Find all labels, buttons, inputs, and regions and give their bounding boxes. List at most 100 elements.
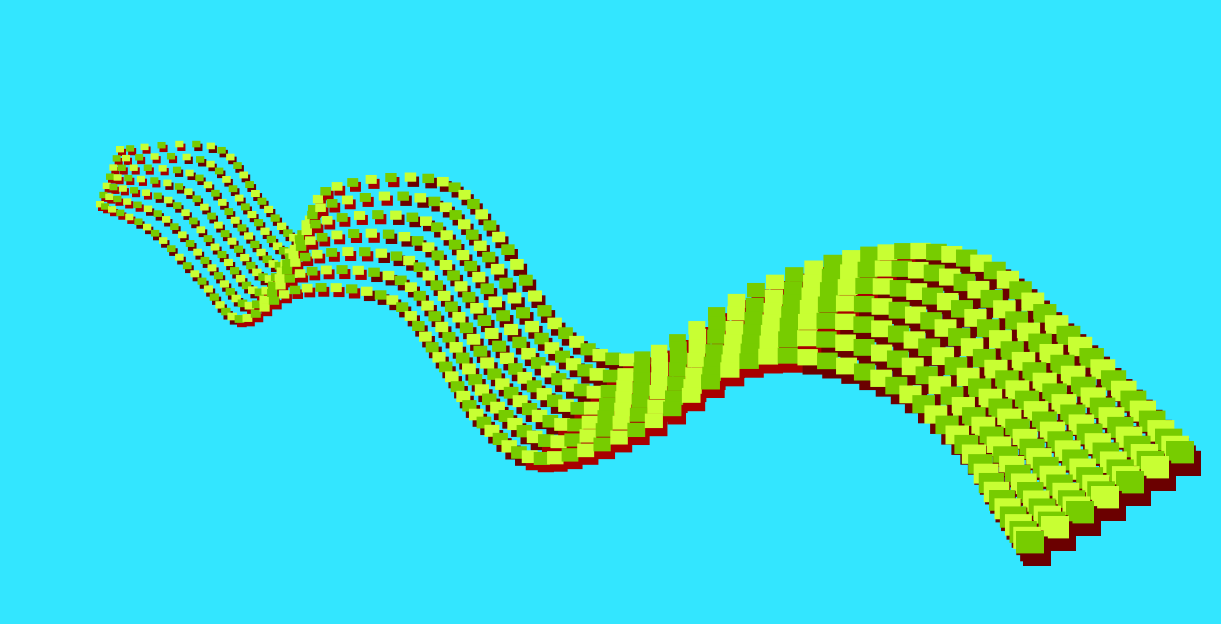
voxel	[192, 140, 201, 148]
voxel	[121, 154, 130, 162]
voxel	[135, 204, 144, 212]
voxel	[530, 357, 546, 369]
voxel	[1166, 441, 1194, 464]
voxel	[688, 339, 707, 354]
voxel	[193, 248, 202, 256]
voxel	[419, 331, 432, 342]
voxel	[685, 367, 704, 382]
voxel	[688, 328, 707, 343]
voxel	[301, 220, 312, 229]
voxel	[647, 399, 666, 414]
voxel	[612, 415, 630, 430]
voxel	[444, 301, 458, 312]
voxel	[503, 386, 519, 399]
voxel	[113, 195, 122, 203]
voxel	[629, 407, 648, 422]
voxel	[855, 277, 876, 294]
voxel	[397, 191, 409, 201]
voxel	[166, 152, 176, 160]
voxel	[431, 250, 444, 261]
voxel	[435, 321, 449, 333]
voxel	[108, 206, 117, 213]
voxel	[799, 299, 820, 316]
voxel	[633, 372, 651, 386]
voxel	[294, 235, 306, 244]
voxel	[187, 172, 196, 181]
voxel	[526, 380, 542, 393]
voxel	[779, 317, 800, 334]
voxel	[440, 230, 453, 241]
voxel	[537, 305, 552, 317]
voxel	[264, 205, 274, 214]
voxel	[200, 256, 210, 264]
voxel	[456, 250, 470, 261]
voxel	[126, 145, 135, 152]
voxel	[701, 374, 720, 390]
voxel	[259, 303, 270, 312]
voxel	[707, 329, 725, 344]
voxel	[321, 215, 333, 225]
voxel	[836, 357, 858, 375]
voxel	[492, 340, 507, 352]
voxel	[101, 203, 110, 210]
voxel	[518, 274, 533, 286]
voxel	[597, 410, 615, 424]
voxel	[835, 295, 857, 312]
voxel	[262, 307, 273, 317]
voxel	[231, 294, 241, 303]
voxel	[428, 196, 441, 207]
voxel	[385, 173, 397, 183]
voxel	[182, 262, 192, 270]
voxel	[347, 178, 359, 187]
voxel	[230, 267, 240, 275]
voxel	[268, 260, 279, 268]
voxel	[512, 336, 527, 349]
voxel	[233, 245, 244, 253]
voxel	[301, 283, 313, 293]
voxel	[484, 424, 500, 437]
voxel	[378, 191, 391, 201]
voxel	[411, 236, 424, 246]
voxel	[365, 228, 377, 238]
voxel	[558, 327, 573, 340]
voxel	[432, 352, 446, 363]
voxel	[289, 233, 299, 242]
voxel	[140, 143, 149, 151]
voxel	[224, 208, 234, 216]
voxel	[394, 275, 407, 286]
voxel	[163, 179, 172, 187]
voxel	[467, 198, 480, 209]
voxel	[501, 244, 515, 255]
voxel	[561, 448, 579, 462]
voxel	[152, 180, 161, 188]
voxel	[256, 248, 266, 257]
voxel	[472, 271, 486, 283]
voxel	[342, 247, 354, 257]
voxel	[605, 352, 621, 366]
voxel	[206, 160, 215, 168]
voxel	[778, 331, 798, 348]
voxel	[372, 210, 384, 220]
voxel	[223, 258, 233, 267]
voxel	[196, 156, 205, 163]
voxel	[785, 267, 804, 282]
voxel	[363, 290, 376, 302]
voxel	[480, 283, 494, 295]
voxel	[307, 210, 318, 220]
voxel	[371, 271, 383, 283]
voxel	[246, 261, 256, 270]
voxel	[547, 317, 562, 330]
voxel	[484, 327, 499, 339]
voxel	[499, 352, 515, 364]
voxel	[496, 310, 510, 322]
voxel	[123, 198, 132, 205]
voxel	[871, 320, 893, 338]
voxel	[727, 306, 745, 321]
voxel	[260, 227, 270, 235]
voxel	[143, 205, 153, 213]
voxel	[616, 380, 633, 394]
voxel	[240, 203, 250, 211]
voxel	[565, 358, 582, 371]
voxel	[257, 197, 267, 205]
